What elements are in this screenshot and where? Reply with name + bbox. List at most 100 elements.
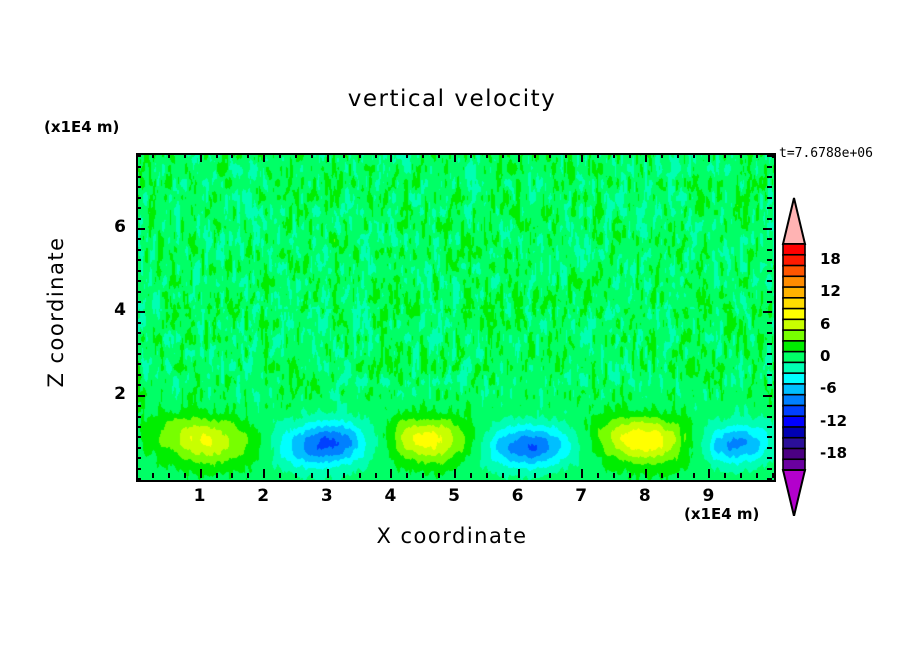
x-tick [374,473,377,478]
y-tick [136,248,141,251]
colorbar-tick-label: 12 [820,282,841,301]
y-axis-units-label: (x1E4 m) [44,118,120,136]
colorbar-band [782,436,806,450]
y-tick-right [767,207,772,210]
y-tick [136,384,141,387]
y-tick-right [767,175,772,178]
x-tick [772,473,774,478]
x-tick-top [676,153,679,158]
x-tick-top [358,153,361,158]
colorbar-band [782,447,806,461]
x-tick [740,473,743,478]
x-tick [199,469,202,478]
y-tick [136,425,141,428]
x-tick [390,469,393,478]
y-tick [136,436,141,439]
colorbar-band [782,383,806,397]
y-tick [136,269,141,272]
x-tick [469,473,472,478]
x-tick [549,473,552,478]
colorbar[interactable]: 18 12 6 0 -6 -12 -18 [779,196,899,516]
colorbar-band [782,318,806,332]
x-tick-top [469,153,472,158]
y-tick-right [767,446,772,449]
x-tick [151,473,154,478]
x-tick-label: 4 [384,486,397,506]
x-tick-label: 7 [575,486,588,506]
contour-plot-area[interactable] [136,153,776,482]
x-tick-top [183,153,186,158]
colorbar-band [782,458,806,472]
y-tick [136,363,141,366]
x-tick-top [660,153,663,158]
x-tick [326,469,329,478]
y-tick-right [767,384,772,387]
x-tick-top [772,153,774,158]
y-tick [136,405,141,408]
y-tick-label: 4 [114,300,126,321]
x-tick-label: 8 [638,486,651,506]
y-tick [136,467,141,470]
y-tick-right [767,155,772,158]
x-tick [533,473,536,478]
y-tick-right [763,394,772,397]
x-tick-top [247,153,250,158]
x-tick [756,473,759,478]
colorbar-band [782,264,806,278]
x-tick [517,469,520,478]
x-tick [136,473,138,478]
y-tick [136,446,141,449]
x-tick-top [517,153,520,162]
x-tick [501,473,504,478]
x-tick [692,473,695,478]
y-tick [136,300,141,303]
colorbar-band [782,243,806,257]
x-tick-top [485,153,488,158]
y-tick-right [767,478,772,480]
x-tick-top [406,153,409,158]
y-tick-right [767,280,772,283]
x-tick-top [263,153,266,162]
colorbar-band [782,286,806,300]
x-tick [724,473,727,478]
x-tick [183,473,186,478]
y-tick [136,228,145,230]
y-tick [136,207,141,210]
y-tick [136,259,141,262]
x-tick [660,473,663,478]
x-tick [310,473,313,478]
y-tick-right [767,353,772,355]
colorbar-under-cap [781,469,807,516]
y-tick [136,321,141,324]
y-tick [136,217,141,220]
x-tick-top [374,153,377,158]
y-tick-right [767,342,772,345]
x-tick [676,473,679,478]
x-tick [358,473,361,478]
x-tick [215,473,218,478]
x-tick-top [597,153,600,158]
x-tick-top [549,153,552,158]
y-tick [136,394,145,397]
x-tick [581,469,584,478]
y-tick-right [767,467,772,470]
x-tick-label: 6 [511,486,524,506]
colorbar-band [782,415,806,429]
y-tick [136,353,141,355]
x-tick [167,473,170,478]
x-tick [438,473,441,478]
colorbar-band [782,329,806,343]
colorbar-over-cap [781,197,807,245]
x-tick-top [724,153,727,158]
y-tick-label: 2 [114,383,126,404]
colorbar-band [782,275,806,289]
x-tick [454,469,456,478]
contour-field [138,155,774,480]
y-tick [136,186,141,189]
y-tick [136,290,141,293]
colorbar-band [782,307,806,321]
y-tick-right [767,373,772,376]
y-tick-right [767,186,772,189]
x-tick-top [215,153,218,158]
x-tick-top [295,153,297,158]
